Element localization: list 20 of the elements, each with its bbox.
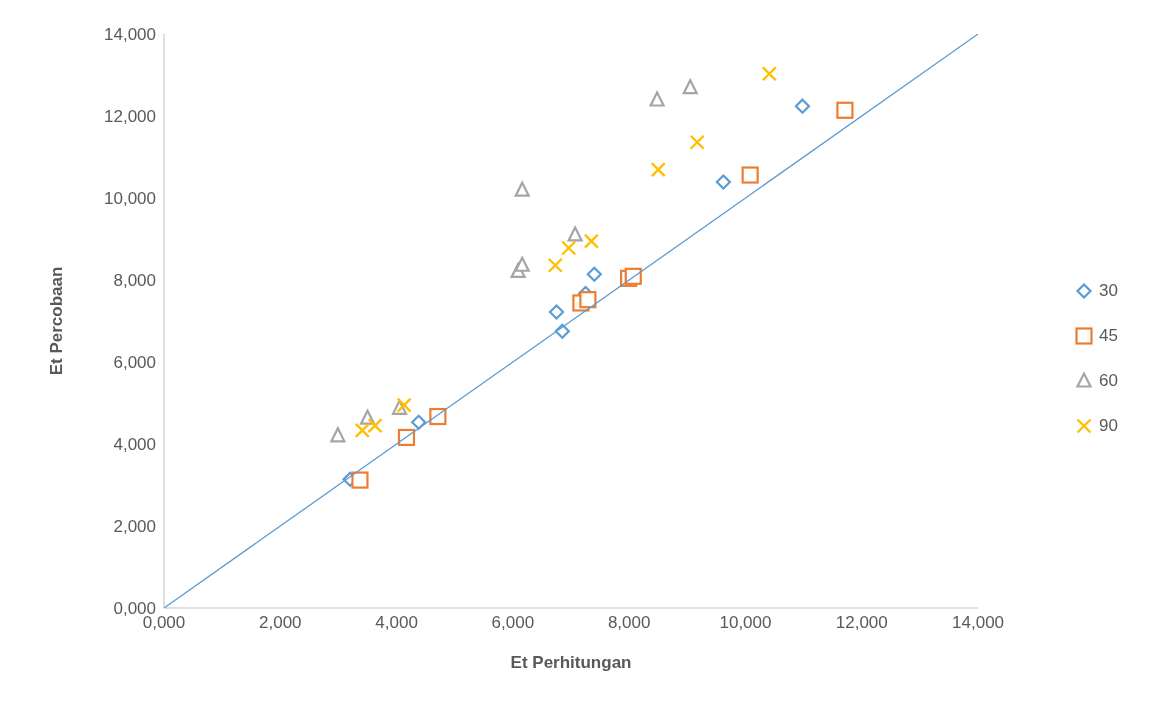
x-tick-label: 14,000 xyxy=(952,613,1005,633)
x-tick-label: 4,000 xyxy=(375,613,418,633)
x-tick-label: 6,000 xyxy=(491,613,535,633)
legend-label: 60 xyxy=(1099,370,1118,391)
y-tick-label: 4,000 xyxy=(113,435,156,455)
y-tick-label: 14,000 xyxy=(104,25,156,45)
x-tick-label: 10,000 xyxy=(719,613,772,633)
legend-label: 90 xyxy=(1099,415,1118,436)
x-tick-label: 8,000 xyxy=(607,613,651,633)
x-axis-title: Et Perhitungan xyxy=(510,653,632,672)
y-tick-label: 12,000 xyxy=(104,107,156,127)
legend-label: 30 xyxy=(1099,280,1118,301)
y-tick-label: 8,000 xyxy=(113,271,156,291)
y-tick-label: 2,000 xyxy=(113,517,156,537)
y-tick-label: 6,000 xyxy=(113,353,156,373)
x-tick-label: 12,000 xyxy=(835,613,888,633)
legend-label: 45 xyxy=(1099,325,1118,346)
x-tick-label: 2,000 xyxy=(259,613,302,633)
y-tick-label: 10,000 xyxy=(104,189,156,209)
y-axis-title: Et Percobaan xyxy=(47,266,67,376)
